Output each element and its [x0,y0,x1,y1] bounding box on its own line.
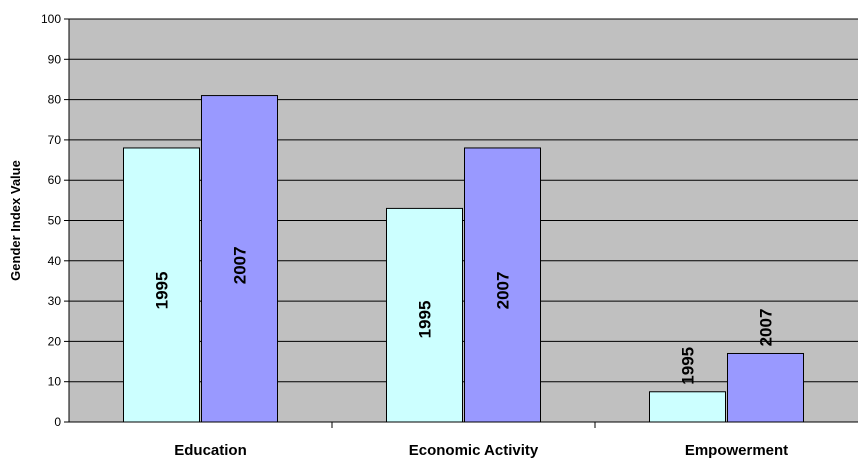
y-tick-label: 60 [48,173,62,187]
bar-label: 1995 [416,301,435,339]
axes: 0 10 20 30 40 50 60 70 80 90 100 Education Economic … [41,12,858,459]
y-tick-label: 80 [48,93,62,107]
bar-1995-economic-activity [386,207,463,423]
x-category-label: Economic Activity [409,442,539,459]
bar-label: 1995 [679,347,698,385]
y-tick-label: 10 [48,375,62,389]
bar-2007-economic-activity [464,147,541,423]
y-tick-label: 0 [54,415,61,429]
y-tick-label: 100 [41,12,61,26]
y-tick-label: 40 [48,254,62,268]
y-tick-label: 20 [48,334,62,348]
bar-1995-education [123,147,200,423]
y-tick-label: 30 [48,294,62,308]
y-tick-label: 50 [48,214,62,228]
gridlines [69,18,858,383]
bar-label: 2007 [231,246,250,284]
y-axis-title: Gender Index Value [8,160,23,281]
bar-1995-empowerment [649,391,726,423]
bars: 1995 2007 1995 2007 1995 2007 [123,95,804,423]
y-tick-label: 70 [48,133,62,147]
y-tick-label: 90 [48,52,62,66]
x-category-label: Empowerment [685,442,788,459]
x-category-label: Education [174,442,247,459]
bar-2007-education [201,95,278,423]
bar-label: 2007 [494,272,513,310]
bar-2007-empowerment [727,352,804,423]
bar-label: 1995 [153,272,172,310]
bar-label: 2007 [757,309,776,347]
